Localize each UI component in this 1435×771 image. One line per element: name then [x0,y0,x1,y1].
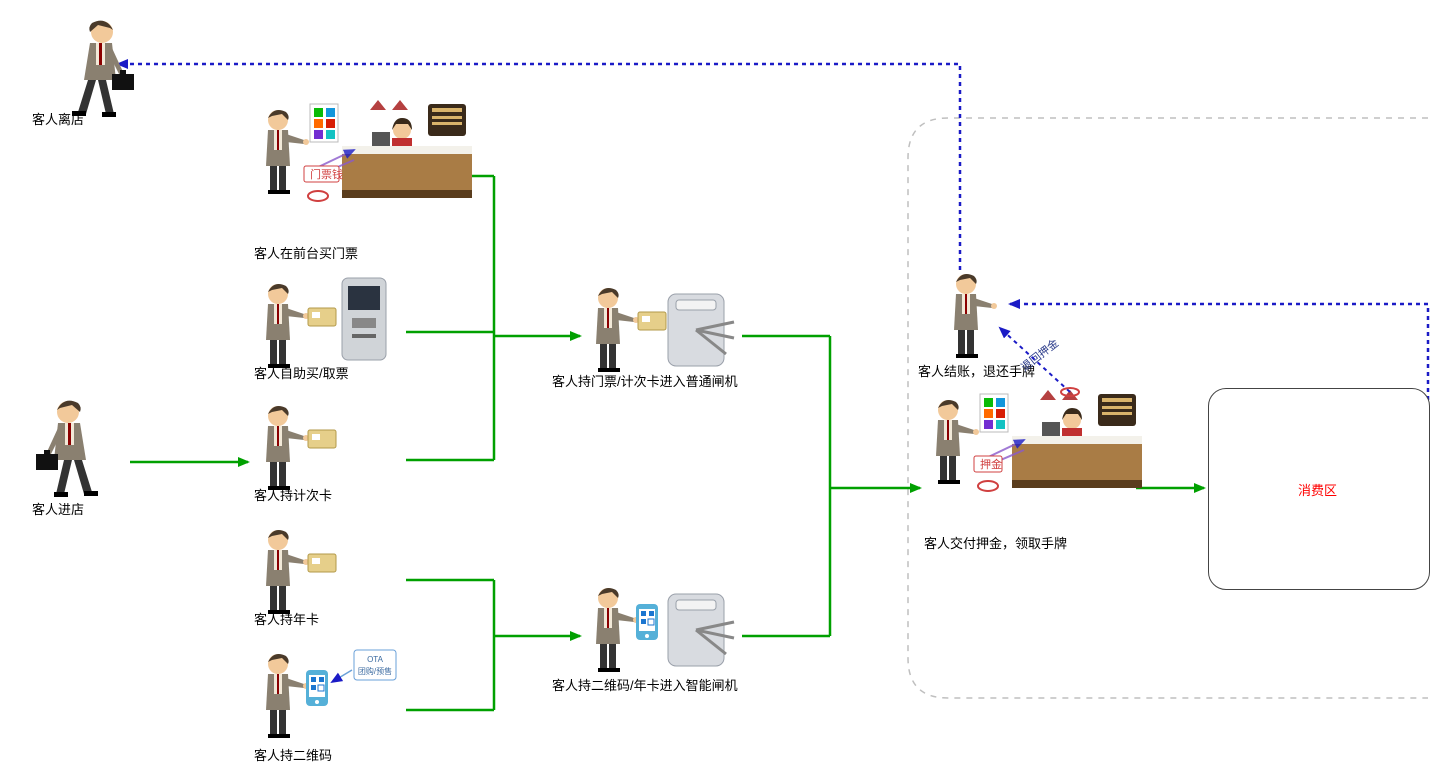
label-normal-gate: 客人持门票/计次卡进入普通闸机 [552,374,738,389]
label-count-card: 客人持计次卡 [254,488,332,503]
label-guest-enter: 客人进店 [32,502,84,517]
label-front-desk: 客人在前台买门票 [254,246,358,261]
node-guest-enter: 客人进店 [32,401,98,517]
node-front-desk: 门票钱客人在前台买门票 [254,100,472,261]
node-guest-leave: 客人离店 [32,21,134,127]
svg-text:团购/预售: 团购/预售 [358,666,392,676]
svg-text:OTA: OTA [367,655,384,664]
label-year-card: 客人持年卡 [254,612,319,627]
label-deposit: 客人交付押金，领取手牌 [924,536,1067,551]
edge-e-settle-leave [118,64,960,270]
node-smart-gate: 客人持二维码/年卡进入智能闸机 [552,588,738,693]
label-settle: 客人结账，退还手牌 [918,364,1035,379]
svg-text:押金: 押金 [980,457,1002,471]
node-normal-gate: 客人持门票/计次卡进入普通闸机 [552,288,738,389]
node-qr-code: OTA 团购/预售客人持二维码 [254,650,396,763]
node-self-service: 客人自助买/取票 [254,278,386,381]
label-smart-gate: 客人持二维码/年卡进入智能闸机 [552,678,738,693]
node-deposit: 押金 退回押金客人交付押金，领取手牌 [924,328,1142,551]
svg-text:退回押金: 退回押金 [1018,336,1061,374]
label-self-service: 客人自助买/取票 [254,366,349,381]
node-settle: 客人结账，退还手牌 [918,274,1035,379]
node-year-card: 客人持年卡 [254,530,336,627]
label-qr-code: 客人持二维码 [254,748,332,763]
svg-text:门票钱: 门票钱 [310,167,343,181]
node-count-card: 客人持计次卡 [254,406,336,503]
consume-area-title: 消费区 [1298,480,1337,499]
label-guest-leave: 客人离店 [32,112,84,127]
